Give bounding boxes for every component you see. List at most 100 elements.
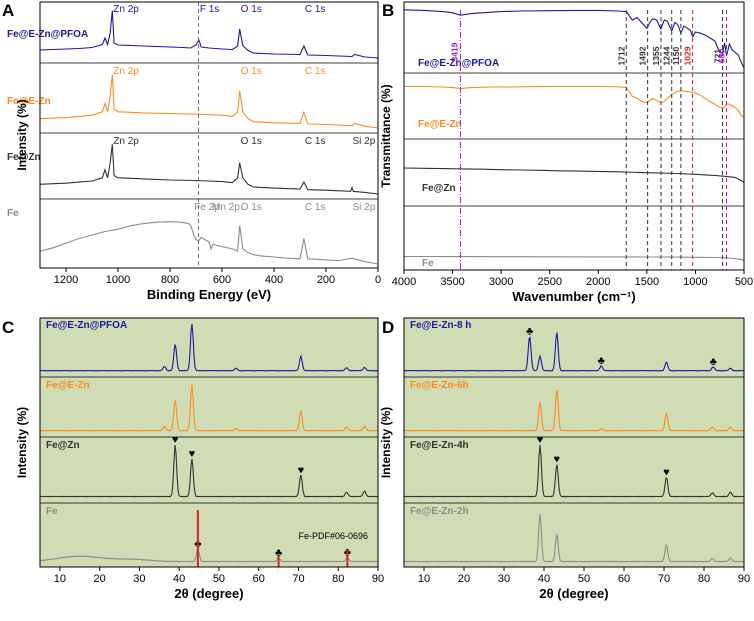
x-tick-label: 10 [418,573,430,585]
x-tick-label: 2000 [586,276,610,288]
series-label: Fe@E-Zn-6h [410,380,469,391]
series-line [39,323,379,372]
y-axis-label: Intensity (%) [15,407,29,478]
x-tick-label: 2500 [537,276,561,288]
x-tick-label: 10 [54,573,66,585]
series-label: Fe@E-Zn [418,119,462,130]
panel-letter-d: D [382,318,394,337]
x-tick-label: 200 [317,274,335,286]
plot-background [40,318,378,567]
phase-marker: ♥ [172,434,179,446]
y-axis-label: Transmittance (%) [379,84,393,187]
x-tick-label: 60 [618,573,630,585]
band-label: 3419 [449,42,459,61]
phase-marker: ♥ [554,454,561,466]
x-tick-label: 400 [265,274,283,286]
reference-label: Fe-PDF#06-0696 [298,531,368,541]
peak-label: Zn 2p [113,136,139,147]
series-label: Fe@E-Zn-8 h [410,320,471,331]
x-tick-label: 0 [375,274,381,286]
x-tick-label: 600 [213,274,231,286]
peak-label: Zn 2p [113,66,139,77]
series-line [39,221,379,265]
x-tick-label: 3000 [489,276,513,288]
band-label: 680 [717,49,727,63]
x-axis-label: 2θ (degree) [174,586,243,601]
y-axis-label: Intensity (%) [379,407,393,478]
x-tick-label: 20 [458,573,470,585]
plot-frame [403,1,745,271]
series-line [403,255,745,261]
series-line [39,384,378,432]
phase-marker: ♥ [298,464,305,476]
plot-frame [403,317,745,568]
peak-label: Si 2p [352,136,375,147]
band-label: 1244 [662,46,672,65]
x-axis-label: 2θ (degree) [539,586,608,601]
phase-marker: ♣ [598,355,605,367]
panel-letter-c: C [2,318,14,337]
series-line [39,144,379,195]
x-tick-label: 4000 [392,276,416,288]
chart-panel-d: Fe@E-Zn-8 h ♣ ♣ ♣ Fe@E-Zn-6h Fe@E-Zn-4h ♥ ♥ ♥ Fe@… [379,317,750,601]
x-axis-label: Wavenumber (cm⁻¹) [512,289,635,304]
band-label: 1712 [616,46,626,65]
x-tick-label: 80 [698,573,710,585]
phase-marker: ♣ [275,547,282,559]
series-label: Fe [7,208,19,219]
band-label: 1029 [683,46,693,65]
x-tick-label: 500 [735,276,753,288]
peak-label: C 1s [305,66,326,77]
series-line [403,332,745,372]
peak-label: O 1s [241,66,262,77]
x-tick-label: 60 [253,573,265,585]
chart-panel-c: Fe@E-Zn@PFOAFe@E-ZnFe@Zn♥♥♥Fe♣♣♣Fe-PDF#0… [15,317,384,601]
x-tick-label: 1000 [683,276,707,288]
series-label: Fe@E-Zn [7,96,51,107]
series-label: Fe@E-Zn-2h [410,506,469,517]
x-tick-label: 90 [372,573,384,585]
panel-letter-b: B [382,1,394,20]
plot-frame [39,317,379,568]
peak-label: F 1s [200,4,219,15]
series-label: Fe@E-Zn [46,380,90,391]
phase-marker: ♣ [710,356,717,368]
x-tick-label: 50 [578,573,590,585]
series-label: Fe [46,506,58,517]
series-line [39,444,379,498]
peak-label: Zn 2p [113,4,139,15]
x-tick-label: 1500 [635,276,659,288]
series-label: Fe@Zn [422,183,456,194]
peak-label: Fe 2p [194,202,220,213]
peak-label: O 1s [241,4,262,15]
series-line [39,10,379,59]
x-tick-label: 90 [738,573,750,585]
series-line [39,74,379,129]
x-tick-label: 800 [161,274,179,286]
series-label: Fe@E-Zn-4h [410,440,469,451]
peak-label: C 1s [305,202,326,213]
series-label: Fe@Zn [46,440,80,451]
peak-label: C 1s [305,4,326,15]
series-label: Fe@E-Zn@PFOA [46,320,127,331]
band-label: 1355 [651,46,661,65]
x-tick-label: 20 [94,573,106,585]
x-tick-label: 70 [658,573,670,585]
series-label: Fe@E-Zn@PFOA [7,29,88,40]
band-label: 721 [713,49,723,63]
series-line [403,167,745,183]
x-axis-label: Binding Energy (eV) [147,287,271,302]
x-tick-label: 80 [332,573,344,585]
phase-marker: ♥ [537,434,544,446]
series-label: Fe@E-Zn@PFOA [418,58,499,69]
peak-label: C 1s [305,136,326,147]
x-tick-label: 70 [292,573,304,585]
x-tick-label: 40 [538,573,550,585]
x-tick-label: 1200 [54,274,78,286]
chart-panel-b: Fe@E-Zn@PFOA Fe@E-Zn Fe@Zn Fe 3419 1712 1492 13… [379,1,753,304]
chart-panel-a: Fe@E-Zn@PFOA Zn 2p F 1s O 1s C 1s Fe@E-Zn Zn 2… [7,1,381,302]
peak-label: O 1s [241,202,262,213]
plot-frame [39,1,379,269]
x-tick-label: 3500 [440,276,464,288]
